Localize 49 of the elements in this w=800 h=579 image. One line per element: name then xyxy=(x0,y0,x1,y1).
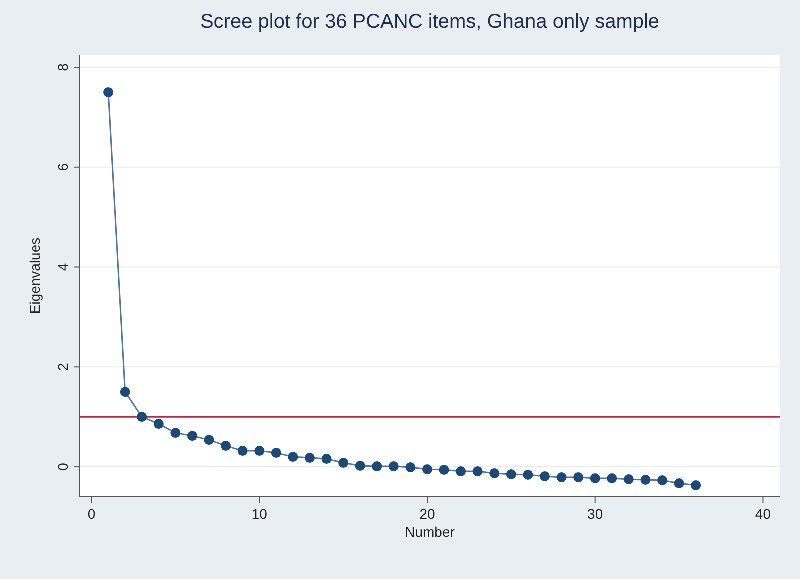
point xyxy=(304,453,315,464)
point xyxy=(490,468,500,479)
point xyxy=(137,412,148,422)
y-tick-label: 4 xyxy=(55,263,71,272)
x-tick-label: 10 xyxy=(252,506,268,522)
y-axis-title: Eigenvalues xyxy=(27,238,43,314)
y-tick-label: 8 xyxy=(55,63,71,72)
point xyxy=(472,466,483,477)
point xyxy=(439,465,450,476)
y-tick-label: 0 xyxy=(55,462,71,471)
x-axis-title: Number xyxy=(405,524,456,540)
x-tick-label: 20 xyxy=(420,506,436,522)
point xyxy=(104,87,114,98)
y-tick-label: 6 xyxy=(55,163,71,172)
point xyxy=(456,466,466,477)
point xyxy=(506,470,516,480)
point xyxy=(355,461,366,472)
point xyxy=(322,454,332,464)
point xyxy=(187,431,198,442)
point xyxy=(372,462,382,472)
point xyxy=(624,474,634,485)
chart-title: Scree plot for 36 PCANC items, Ghana only sample xyxy=(200,11,660,33)
x-tick-label: 30 xyxy=(588,506,604,522)
point xyxy=(406,462,416,473)
point xyxy=(388,462,399,472)
point xyxy=(691,480,702,491)
point xyxy=(574,472,584,483)
point xyxy=(640,475,651,486)
point xyxy=(590,474,600,484)
point xyxy=(238,446,248,456)
point xyxy=(540,472,550,482)
x-tick-label: 40 xyxy=(755,506,772,522)
point xyxy=(204,435,214,446)
point xyxy=(674,478,684,489)
point xyxy=(254,446,265,456)
point xyxy=(523,470,534,480)
point xyxy=(271,448,282,458)
point xyxy=(422,464,432,475)
point xyxy=(154,419,164,430)
point xyxy=(288,452,298,462)
x-tick-label: 0 xyxy=(88,506,96,522)
point xyxy=(338,458,349,468)
point xyxy=(170,428,181,438)
y-tick-label: 2 xyxy=(55,363,71,372)
point xyxy=(120,387,130,398)
point xyxy=(607,474,618,484)
point xyxy=(221,441,232,452)
point xyxy=(657,476,668,486)
point xyxy=(556,472,567,483)
